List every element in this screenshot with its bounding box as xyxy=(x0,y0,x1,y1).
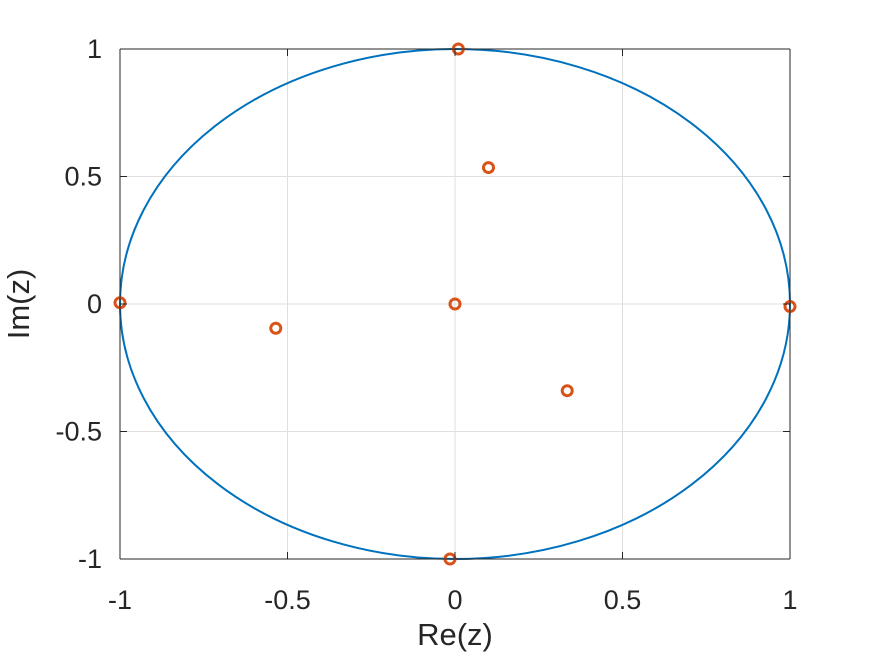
y-tick-labels: -1 -0.5 0 0.5 1 xyxy=(55,34,102,574)
x-tick-label-1: -0.5 xyxy=(264,585,311,615)
data-point-0-4 xyxy=(269,321,283,335)
y-axis-label: Im(z) xyxy=(1,269,36,340)
x-tick-label-0: -1 xyxy=(108,585,132,615)
data-point-0-3 xyxy=(448,297,462,311)
y-tick-label-2: 0 xyxy=(87,289,102,319)
x-tick-labels: -1 -0.5 0 0.5 1 xyxy=(108,585,798,615)
y-tick-label-3: 0.5 xyxy=(64,162,102,192)
x-axis-label: Re(z) xyxy=(417,617,493,652)
data-point-0-6 xyxy=(560,384,574,398)
y-tick-label-0: -1 xyxy=(78,544,102,574)
tick-marks xyxy=(119,48,791,560)
y-tick-label-1: -0.5 xyxy=(55,417,102,447)
x-tick-label-3: 0.5 xyxy=(604,585,642,615)
y-tick-label-4: 1 xyxy=(87,34,102,64)
x-tick-label-2: 0 xyxy=(447,585,462,615)
data-point-0-1 xyxy=(482,161,495,175)
x-tick-label-4: 1 xyxy=(782,585,797,615)
